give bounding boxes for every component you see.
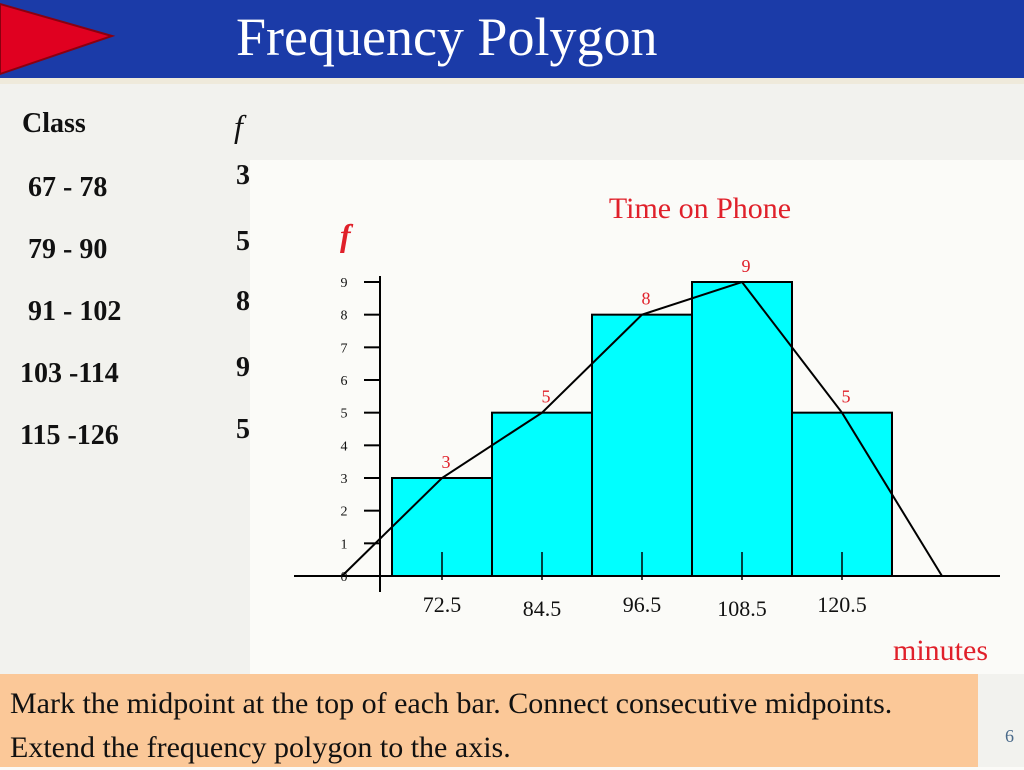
y-tick-label: 7 xyxy=(341,341,348,356)
data-label: 9 xyxy=(742,256,751,276)
y-tick-label: 3 xyxy=(341,472,348,487)
y-ticks-group: 0 1 2 3 4 5 6 7 8 9 xyxy=(341,276,380,585)
y-tick-label: 8 xyxy=(341,309,348,324)
footer-strip xyxy=(978,674,1024,767)
table-class-cell: 103 -114 xyxy=(20,358,119,389)
bar xyxy=(591,313,693,578)
data-label: 5 xyxy=(542,387,551,407)
table-f-cell: 5 xyxy=(236,414,250,445)
x-tick-label: 96.5 xyxy=(623,592,662,617)
table-class-cell: 91 - 102 xyxy=(28,296,122,327)
table-f-cell: 3 xyxy=(236,160,250,191)
frequency-polygon-group xyxy=(341,280,943,577)
y-tick-label: 1 xyxy=(341,537,348,552)
x-tick-label: 120.5 xyxy=(817,592,867,617)
y-tick-label: 6 xyxy=(341,374,348,389)
table-header-f: f xyxy=(234,108,243,144)
y-tick-label: 0 xyxy=(341,570,348,585)
red-arrow-icon xyxy=(0,2,116,76)
data-label: 3 xyxy=(442,452,451,472)
y-tick-label: 4 xyxy=(341,439,348,454)
table-class-cell: 67 - 78 xyxy=(28,172,108,203)
title-underline xyxy=(0,78,1024,84)
y-tick-label: 2 xyxy=(341,505,348,520)
slide-title: Frequency Polygon xyxy=(236,7,658,67)
histogram-chart: Time on Phone f minutes 0 1 2 3 4 5 6 7 8 9 72.5 8… xyxy=(294,192,1000,667)
table-class-cell: 79 - 90 xyxy=(28,234,108,265)
page-number: 6 xyxy=(1005,726,1014,746)
table-f-cell: 8 xyxy=(236,286,250,317)
bar xyxy=(791,411,893,577)
x-tick-label: 84.5 xyxy=(523,596,562,621)
x-tick-label: 72.5 xyxy=(423,592,462,617)
instruction-box: Mark the midpoint at the top of each bar… xyxy=(0,674,978,767)
instruction-text: Mark the midpoint at the top of each bar… xyxy=(10,687,893,764)
table-class-cell: 115 -126 xyxy=(20,420,119,451)
x-ticks-group: 72.5 84.5 96.5 108.5 120.5 xyxy=(423,552,867,621)
x-axis-label: minutes xyxy=(893,634,988,667)
header-panel xyxy=(250,84,1024,160)
data-labels-group: 3 5 8 9 5 xyxy=(442,256,851,472)
table-panel xyxy=(0,84,250,674)
y-axis-label: f xyxy=(340,217,354,253)
y-tick-label: 9 xyxy=(341,276,348,291)
table-header-class: Class xyxy=(22,108,86,139)
table-f-cell: 9 xyxy=(236,352,250,383)
data-label: 5 xyxy=(842,387,851,407)
title-bar: Frequency Polygon xyxy=(0,0,1024,78)
chart-title: Time on Phone xyxy=(609,192,791,225)
data-label: 8 xyxy=(642,289,651,309)
table-f-cell: 5 xyxy=(236,226,250,257)
bars-group xyxy=(391,281,893,578)
frequency-polygon-line xyxy=(341,280,943,577)
x-tick-label: 108.5 xyxy=(717,596,767,621)
y-tick-label: 5 xyxy=(341,407,348,422)
bar xyxy=(491,411,593,577)
